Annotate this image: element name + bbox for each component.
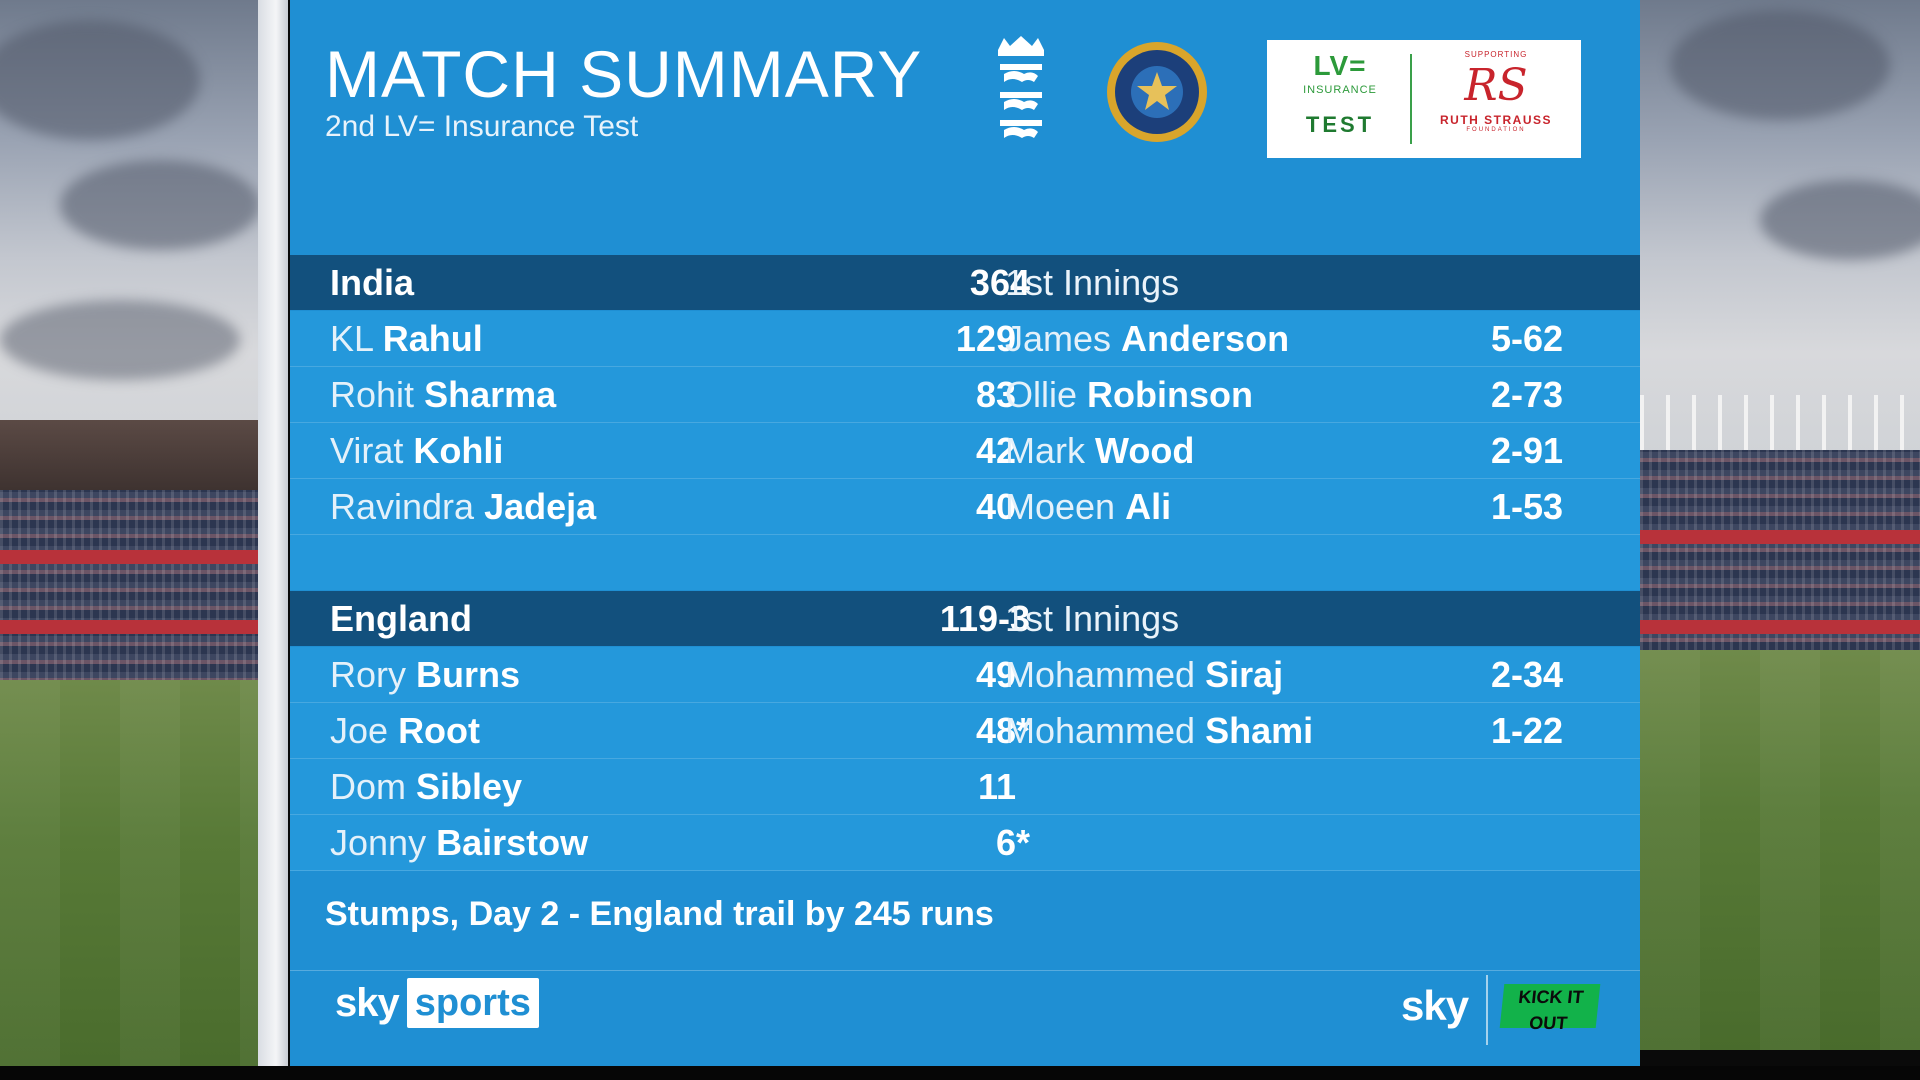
batter-runs: 49 bbox=[975, 654, 1016, 695]
table-row: KL Rahul 129 James Anderson 5-62 bbox=[290, 311, 1640, 367]
sky-logo-text: sky bbox=[335, 980, 400, 1025]
england-crest-icon bbox=[998, 36, 1044, 138]
rs-supporting-text: SUPPORTING bbox=[1464, 50, 1528, 59]
batter-runs: 40 bbox=[975, 486, 1016, 527]
batter-name: Virat Kohli bbox=[330, 430, 504, 471]
ruth-strauss-foundation-logo: SUPPORTING RS RUTH STRAUSS FOUNDATION bbox=[1417, 50, 1575, 150]
spacer-row bbox=[290, 535, 1640, 590]
batter-name: Jonny Bairstow bbox=[330, 822, 589, 863]
sponsor-divider bbox=[1410, 54, 1412, 144]
table-row: Dom Sibley 11 bbox=[290, 759, 1640, 815]
bowler-name: Mohammed Shami bbox=[1005, 710, 1314, 751]
bottom-letterbox bbox=[0, 1066, 1920, 1080]
rs-foundation-text: FOUNDATION bbox=[1466, 127, 1526, 133]
outfield-grass bbox=[1640, 650, 1920, 1050]
bowler-name: Ollie Robinson bbox=[1005, 374, 1254, 415]
rs-name-text: RUTH STRAUSS bbox=[1439, 113, 1552, 127]
lv-test-text: TEST bbox=[1305, 112, 1375, 137]
sky-sports-logo: sky sports bbox=[335, 978, 539, 1032]
lv-insurance-text: INSURANCE bbox=[1303, 84, 1377, 96]
innings-label: 1st Innings bbox=[1005, 598, 1180, 639]
match-status: Stumps, Day 2 - England trail by 245 run… bbox=[325, 895, 994, 933]
bowler-figures: 5-62 bbox=[1490, 318, 1563, 359]
kick-it-out-text: KICK IT OUT bbox=[1517, 987, 1585, 1033]
match-summary-panel: MATCH SUMMARY 2nd LV= Insurance Test LV=… bbox=[290, 0, 1640, 1066]
rs-heart-mark-icon: RS bbox=[1464, 60, 1528, 111]
batter-runs: 129 bbox=[955, 318, 1016, 359]
bowler-name: Moeen Ali bbox=[1005, 486, 1172, 527]
grandstand bbox=[0, 490, 270, 690]
sky-logo: sky bbox=[1401, 982, 1469, 1029]
sponsor-logo-box: LV= INSURANCE TEST SUPPORTING RS RUTH ST… bbox=[1267, 40, 1581, 158]
lv-logo-text: LV= bbox=[1313, 50, 1367, 81]
kick-it-out-logo: KICK IT OUT bbox=[1499, 984, 1601, 1033]
bcci-badge-icon bbox=[1107, 42, 1207, 142]
footer-logo-divider bbox=[1486, 975, 1488, 1045]
page-subtitle: 2nd LV= Insurance Test bbox=[325, 110, 639, 143]
innings-label: 1st Innings bbox=[1005, 262, 1180, 303]
innings-header-row: England 119-3 1st Innings bbox=[290, 591, 1640, 646]
batter-name: Dom Sibley bbox=[330, 766, 523, 807]
bowler-figures: 1-53 bbox=[1490, 486, 1563, 527]
batter-name: Ravindra Jadeja bbox=[330, 486, 597, 527]
buildings bbox=[0, 420, 270, 500]
team-name: England bbox=[330, 598, 472, 639]
batter-name: KL Rahul bbox=[330, 318, 483, 359]
sky-area bbox=[1640, 0, 1920, 470]
grandstand bbox=[1640, 450, 1920, 650]
lv-insurance-test-logo: LV= INSURANCE TEST bbox=[1281, 50, 1399, 150]
table-row: Rohit Sharma 83 Ollie Robinson 2-73 bbox=[290, 367, 1640, 423]
bowler-name: James Anderson bbox=[1005, 318, 1290, 359]
batter-runs: 83 bbox=[975, 374, 1016, 415]
outfield-grass bbox=[0, 680, 270, 1070]
sky-area bbox=[0, 0, 270, 470]
bowler-figures: 1-22 bbox=[1490, 710, 1563, 751]
batter-runs: 42 bbox=[975, 430, 1016, 471]
table-row: Rory Burns 49 Mohammed Siraj 2-34 bbox=[290, 647, 1640, 703]
bowler-figures: 2-73 bbox=[1490, 374, 1563, 415]
table-row: Virat Kohli 42 Mark Wood 2-91 bbox=[290, 423, 1640, 479]
table-row: Ravindra Jadeja 40 Moeen Ali 1-53 bbox=[290, 479, 1640, 535]
panel-edge-strip bbox=[258, 0, 288, 1070]
footer-divider bbox=[290, 970, 1640, 971]
table-row: Jonny Bairstow 6* bbox=[290, 815, 1640, 871]
innings-header-row: India 364 1st Innings bbox=[290, 255, 1640, 310]
bowler-name: Mark Wood bbox=[1005, 430, 1195, 471]
batter-name: Rohit Sharma bbox=[330, 374, 557, 415]
stadium-background-right bbox=[1640, 0, 1920, 1070]
bowler-figures: 2-34 bbox=[1490, 654, 1563, 695]
batter-name: Rory Burns bbox=[330, 654, 521, 695]
team-score: 119-3 bbox=[939, 598, 1030, 639]
team-score: 364 bbox=[969, 262, 1030, 303]
batter-runs: 6* bbox=[995, 822, 1031, 863]
bowler-name: Mohammed Siraj bbox=[1005, 654, 1284, 695]
page-title: MATCH SUMMARY bbox=[325, 37, 923, 111]
sports-logo-text: sports bbox=[406, 978, 539, 1028]
stadium-background-left bbox=[0, 0, 270, 1070]
team-name: India bbox=[330, 262, 415, 303]
bowler-figures: 2-91 bbox=[1490, 430, 1563, 471]
batter-runs: 48* bbox=[975, 710, 1031, 751]
table-row: Joe Root 48* Mohammed Shami 1-22 bbox=[290, 703, 1640, 759]
batter-name: Joe Root bbox=[330, 710, 481, 751]
batter-runs: 11 bbox=[977, 766, 1016, 807]
